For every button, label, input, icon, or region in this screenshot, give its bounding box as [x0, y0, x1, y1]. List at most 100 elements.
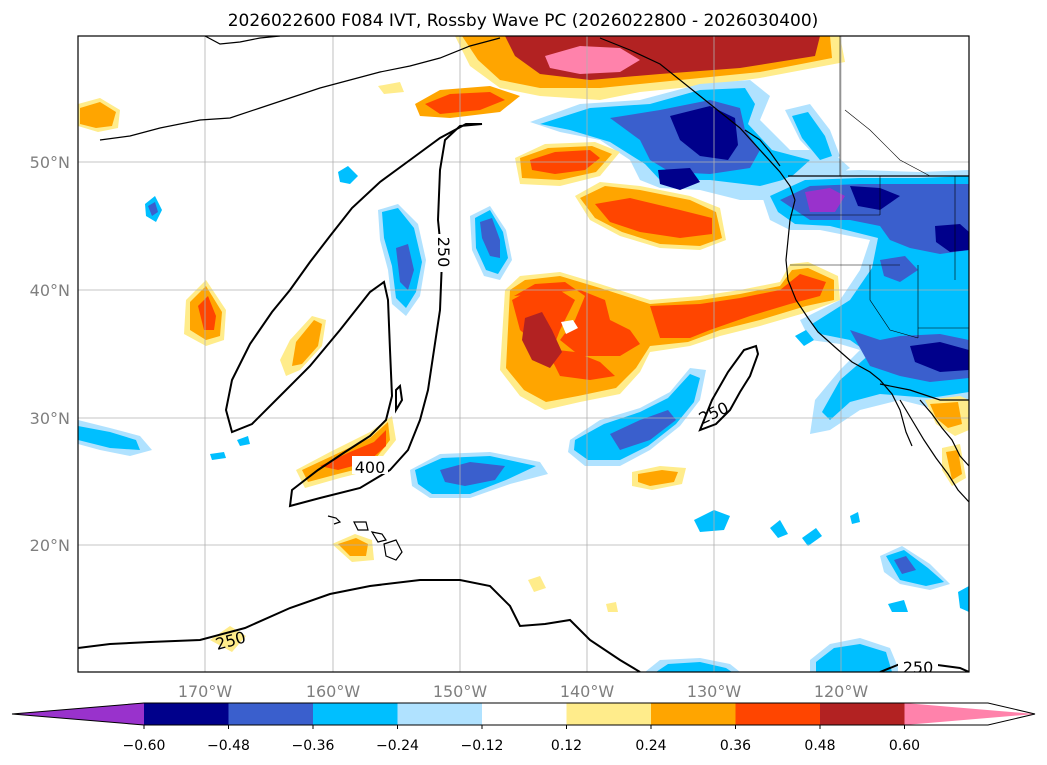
positive-anomaly [606, 602, 618, 612]
positive-anomaly [522, 312, 562, 368]
colorbar-segment [313, 703, 398, 725]
positive-anomaly [638, 470, 678, 486]
negative-anomaly [958, 586, 969, 612]
positive-anomaly [338, 538, 368, 556]
blank-hole [561, 320, 578, 334]
lat-label: 20°N [30, 536, 70, 555]
negative-anomaly [338, 166, 358, 184]
lon-label: 170°W [178, 682, 233, 701]
positive-anomaly [378, 82, 404, 94]
negative-anomaly [816, 644, 892, 672]
colorbar-segment [735, 703, 821, 725]
positive-anomaly [210, 626, 246, 652]
coastline [785, 199, 913, 447]
negative-anomaly [792, 112, 832, 160]
island [383, 539, 403, 561]
colorbar-segment [482, 703, 567, 725]
negative-anomaly [237, 436, 250, 446]
lon-label: 130°W [687, 682, 742, 701]
colorbar-segment [820, 703, 905, 725]
positive-anomaly [80, 102, 116, 128]
negative-anomaly [805, 188, 845, 212]
coastline [204, 36, 281, 45]
colorbar-segment [144, 703, 229, 725]
figure-title: 2026022600 F084 IVT, Rossby Wave PC (202… [228, 11, 819, 31]
coastline [744, 129, 781, 167]
positive-anomaly [930, 402, 962, 428]
positive-anomaly [425, 92, 505, 114]
lon-label: 160°W [306, 682, 361, 701]
colorbar-segment [228, 703, 314, 725]
positive-anomaly [595, 198, 712, 238]
border [844, 109, 931, 177]
negative-anomaly [610, 410, 676, 450]
contour-label-bg [898, 658, 938, 672]
positive-anomaly [292, 320, 322, 366]
negative-anomaly [480, 218, 500, 258]
negative-anomaly [574, 374, 700, 460]
ivt-shading [78, 36, 969, 672]
lat-label: 50°N [30, 153, 70, 172]
lon-label: 140°W [560, 682, 615, 701]
contour-250 [224, 123, 483, 508]
coastline [919, 399, 969, 467]
contour-label-bg [352, 456, 388, 474]
negative-anomaly [850, 186, 900, 210]
negative-anomaly [770, 520, 788, 538]
negative-anomaly [795, 330, 814, 346]
negative-anomaly [396, 244, 414, 290]
contour-label: 400 [355, 458, 386, 477]
colorbar-tick-label: 0.24 [635, 738, 666, 754]
map-panel: 250 250 400 250 250 50°N 40°N 30°N 20°N … [30, 35, 970, 701]
negative-anomaly [440, 462, 505, 486]
positive-anomaly [528, 576, 546, 592]
negative-anomaly [935, 224, 969, 252]
colorbar-tick-label: 0.36 [720, 738, 751, 754]
colorbar-segments [12, 703, 1035, 725]
contour-labels: 250 250 400 250 250 [213, 234, 938, 672]
lat-label: 30°N [30, 409, 70, 428]
colorbar-segment [651, 703, 736, 725]
positive-anomaly [514, 274, 826, 356]
lat-label: 40°N [30, 281, 70, 300]
colorbar: −0.60 −0.48 −0.36 −0.24 −0.12 0.12 0.24 0.36 0.4… [11, 702, 1036, 754]
contour-250 [698, 344, 760, 432]
colorbar-extend-max [904, 703, 1035, 725]
negative-anomaly [78, 426, 140, 450]
latitude-labels: 50°N 40°N 30°N 20°N [30, 153, 70, 555]
colorbar-tick-label: −0.48 [207, 738, 250, 754]
lon-label: 120°W [814, 682, 869, 701]
contour-400 [395, 383, 404, 414]
island [370, 531, 387, 543]
contour-label-bg [436, 234, 454, 272]
map-content: 250 250 400 250 250 [78, 36, 969, 672]
colorbar-tick-label: −0.60 [123, 738, 166, 754]
ivt-contours [78, 123, 969, 672]
negative-anomaly [910, 342, 969, 372]
negative-anomaly [694, 510, 730, 532]
colorbar-tick-label: 0.60 [889, 738, 920, 754]
negative-anomaly [210, 452, 226, 460]
negative-anomaly [894, 556, 916, 574]
negative-anomaly [850, 512, 860, 524]
negative-anomaly [658, 168, 700, 190]
colorbar-segment [397, 703, 483, 725]
colorbar-tick-label: −0.36 [292, 738, 335, 754]
negative-anomaly [670, 106, 738, 160]
coastline [99, 37, 501, 141]
colorbar-tick-label: −0.12 [461, 738, 504, 754]
colorbar-tick-label: −0.24 [376, 738, 419, 754]
border [869, 265, 919, 339]
positive-anomaly [946, 450, 962, 480]
coastlines [99, 36, 969, 561]
contour-250 [78, 579, 641, 672]
negative-anomaly [802, 528, 822, 546]
positive-anomaly [512, 288, 615, 380]
graticule [78, 36, 969, 672]
colorbar-ticks: −0.60 −0.48 −0.36 −0.24 −0.12 0.12 0.24 0.36 0.4… [123, 725, 920, 754]
negative-anomaly [148, 202, 158, 216]
positive-anomaly [545, 46, 640, 74]
colorbar-tick-label: 0.48 [804, 738, 835, 754]
colorbar-extend-min [12, 703, 144, 725]
